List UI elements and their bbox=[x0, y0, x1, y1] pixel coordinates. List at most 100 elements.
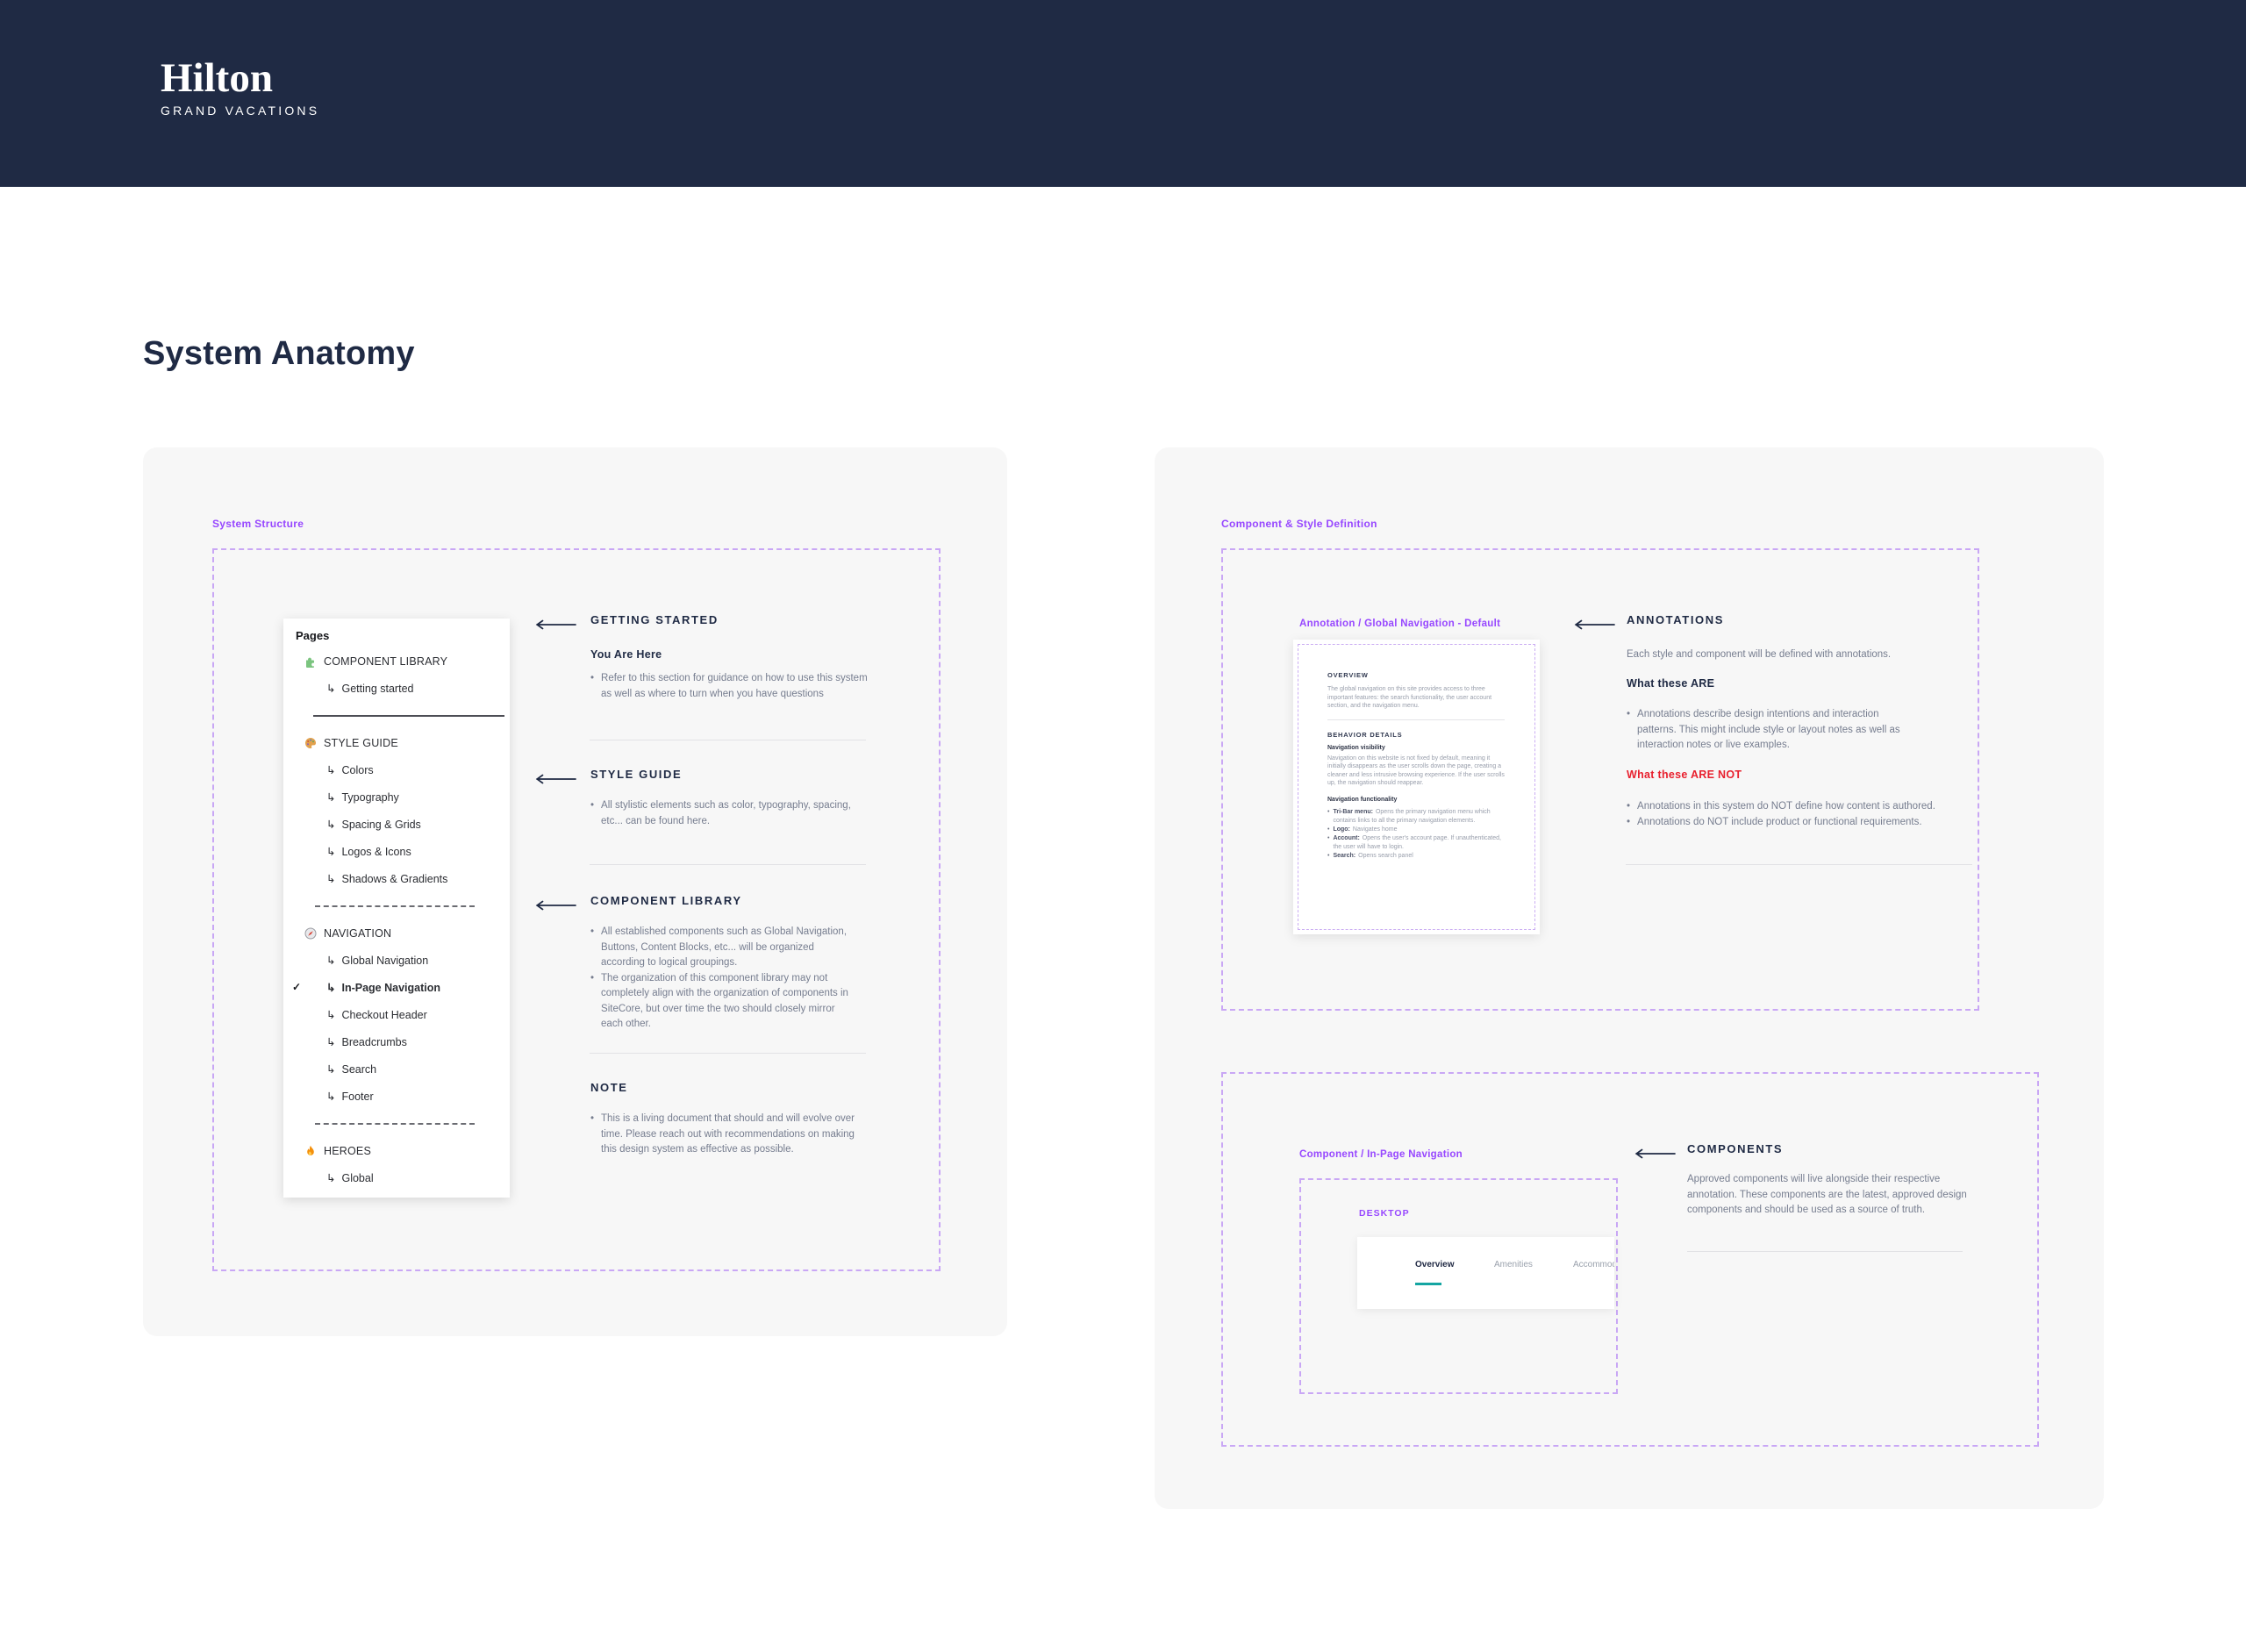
sub-arrow-icon: ↳ bbox=[326, 982, 336, 994]
card-bullet: Search:Opens search panel bbox=[1327, 852, 1505, 861]
pages-divider-dashed bbox=[283, 892, 510, 919]
annotation-heading-component-library: COMPONENT LIBRARY bbox=[590, 894, 742, 907]
section-divider bbox=[590, 864, 866, 865]
annotation-heading-getting-started: GETTING STARTED bbox=[590, 613, 719, 626]
left-arrow-icon bbox=[535, 619, 576, 630]
pages-item-search[interactable]: ↳ Search bbox=[283, 1055, 510, 1083]
bullet: Annotations in this system do NOT define… bbox=[1627, 799, 1942, 815]
header: Hilton GRAND VACATIONS bbox=[0, 0, 2246, 187]
sub-arrow-icon: ↳ bbox=[326, 1091, 336, 1103]
what-these-are-not-bullets: Annotations in this system do NOT define… bbox=[1627, 799, 1942, 830]
components-heading: COMPONENTS bbox=[1687, 1142, 1784, 1155]
active-tab-underline bbox=[1415, 1283, 1441, 1285]
annotations-heading: ANNOTATIONS bbox=[1627, 613, 1724, 626]
what-these-are-heading: What these ARE bbox=[1627, 677, 1715, 690]
fire-icon bbox=[304, 1145, 317, 1157]
sub-arrow-icon: ↳ bbox=[326, 846, 336, 858]
section-label: COMPONENT LIBRARY bbox=[324, 654, 448, 668]
annotation-bullets: Refer to this section for guidance on ho… bbox=[590, 671, 871, 702]
brand-name: Hilton bbox=[161, 55, 273, 101]
tab-amenities[interactable]: Amenities bbox=[1494, 1260, 1533, 1269]
bullet-label: Search: bbox=[1333, 852, 1356, 859]
pages-panel-rows: COMPONENT LIBRARY ↳ Getting started STYL… bbox=[283, 647, 510, 1191]
item-label: Typography bbox=[341, 790, 399, 804]
bullet: All stylistic elements such as color, ty… bbox=[590, 798, 871, 829]
pages-item-global[interactable]: ↳ Global bbox=[283, 1164, 510, 1191]
sub-arrow-icon: ↳ bbox=[326, 955, 336, 967]
card-bullet: Tri-Bar menu:Opens the primary navigatio… bbox=[1327, 808, 1505, 826]
item-label: Spacing & Grids bbox=[341, 818, 421, 831]
item-label: Colors bbox=[341, 763, 374, 776]
pages-item-shadows-gradients[interactable]: ↳ Shadows & Gradients bbox=[283, 865, 510, 892]
navigation-functionality-heading: Navigation functionality bbox=[1327, 796, 1398, 803]
bullet-text: Opens the primary navigation menu which … bbox=[1333, 808, 1491, 824]
pages-section-navigation[interactable]: NAVIGATION bbox=[283, 919, 510, 947]
bullet-text: Opens search panel bbox=[1358, 852, 1413, 859]
pages-item-colors[interactable]: ↳ Colors bbox=[283, 756, 510, 783]
palette-icon bbox=[304, 737, 317, 749]
item-label: Footer bbox=[341, 1090, 374, 1103]
bullet: Refer to this section for guidance on ho… bbox=[590, 671, 871, 702]
pages-item-in-page-navigation[interactable]: ✓ ↳ In-Page Navigation bbox=[283, 974, 510, 1001]
component-example-label: Component / In-Page Navigation bbox=[1299, 1149, 1463, 1160]
sub-arrow-icon: ↳ bbox=[326, 873, 336, 885]
item-label: Global bbox=[341, 1171, 374, 1184]
pages-item-breadcrumbs[interactable]: ↳ Breadcrumbs bbox=[283, 1028, 510, 1055]
pages-item-typography[interactable]: ↳ Typography bbox=[283, 783, 510, 811]
bullet: Annotations describe design intentions a… bbox=[1627, 707, 1916, 754]
item-label: Global Navigation bbox=[341, 954, 429, 967]
desktop-frame bbox=[1299, 1178, 1618, 1394]
sub-arrow-icon: ↳ bbox=[326, 791, 336, 804]
section-divider bbox=[590, 1053, 866, 1054]
annotation-subheading-you-are-here: You Are Here bbox=[590, 648, 662, 661]
annotation-example-frame bbox=[1221, 548, 1979, 1011]
annotation-bullets: This is a living document that should an… bbox=[590, 1112, 871, 1158]
bullet-label: Account: bbox=[1333, 834, 1360, 841]
sub-arrow-icon: ↳ bbox=[326, 1063, 336, 1076]
system-structure-frame bbox=[212, 548, 941, 1271]
item-label: Search bbox=[341, 1062, 377, 1076]
bullet-label: Logo: bbox=[1333, 826, 1350, 833]
pages-item-footer[interactable]: ↳ Footer bbox=[283, 1083, 510, 1110]
left-arrow-icon bbox=[1634, 1148, 1676, 1159]
section-label: HEROES bbox=[324, 1144, 371, 1157]
what-these-are-not-heading: What these ARE NOT bbox=[1627, 769, 1742, 781]
bullet: The organization of this component libra… bbox=[590, 971, 858, 1033]
annotation-bullets: All stylistic elements such as color, ty… bbox=[590, 798, 871, 829]
pages-item-getting-started[interactable]: ↳ Getting started bbox=[283, 675, 510, 702]
annotation-example-card: OVERVIEW The global navigation on this s… bbox=[1293, 640, 1540, 934]
item-label: In-Page Navigation bbox=[341, 981, 441, 994]
bullet: This is a living document that should an… bbox=[590, 1112, 871, 1158]
component-style-card bbox=[1155, 447, 2104, 1509]
sub-arrow-icon: ↳ bbox=[326, 819, 336, 831]
pages-item-logos-icons[interactable]: ↳ Logos & Icons bbox=[283, 838, 510, 865]
card-divider bbox=[1327, 719, 1505, 720]
pages-section-component-library[interactable]: COMPONENT LIBRARY bbox=[283, 647, 510, 675]
pages-item-global-navigation[interactable]: ↳ Global Navigation bbox=[283, 947, 510, 974]
sub-arrow-icon: ↳ bbox=[326, 1036, 336, 1048]
annotation-example-label: Annotation / Global Navigation - Default bbox=[1299, 619, 1501, 629]
component-style-label: Component & Style Definition bbox=[1221, 518, 1377, 530]
brand-logo: Hilton GRAND VACATIONS bbox=[161, 56, 319, 118]
left-arrow-icon bbox=[1574, 619, 1615, 630]
item-label: Logos & Icons bbox=[341, 845, 411, 858]
tab-accommodations[interactable]: Accommodations bbox=[1573, 1260, 1614, 1269]
card-bullet: Account:Opens the user's account page. I… bbox=[1327, 834, 1505, 852]
bullet-label: Tri-Bar menu: bbox=[1333, 808, 1373, 815]
pages-section-heroes[interactable]: HEROES bbox=[283, 1137, 510, 1164]
behavior-details-heading: BEHAVIOR DETAILS bbox=[1327, 730, 1403, 739]
components-text: Approved components will live alongside … bbox=[1687, 1174, 1967, 1215]
left-arrow-icon bbox=[535, 900, 576, 911]
system-structure-label: System Structure bbox=[212, 518, 304, 530]
navigation-visibility-text: Navigation on this website is not fixed … bbox=[1327, 754, 1505, 787]
pages-item-checkout-header[interactable]: ↳ Checkout Header bbox=[283, 1001, 510, 1028]
bullet: Annotations do NOT include product or fu… bbox=[1627, 815, 1942, 831]
bullet-text: Navigates home bbox=[1352, 826, 1398, 833]
page-title: System Anatomy bbox=[143, 335, 415, 372]
pages-section-style-guide[interactable]: STYLE GUIDE bbox=[283, 729, 510, 756]
section-label: NAVIGATION bbox=[324, 926, 392, 940]
sub-arrow-icon: ↳ bbox=[326, 683, 336, 695]
tab-overview[interactable]: Overview bbox=[1415, 1260, 1455, 1269]
overview-text: The global navigation on this site provi… bbox=[1327, 686, 1492, 709]
pages-item-spacing-grids[interactable]: ↳ Spacing & Grids bbox=[283, 811, 510, 838]
